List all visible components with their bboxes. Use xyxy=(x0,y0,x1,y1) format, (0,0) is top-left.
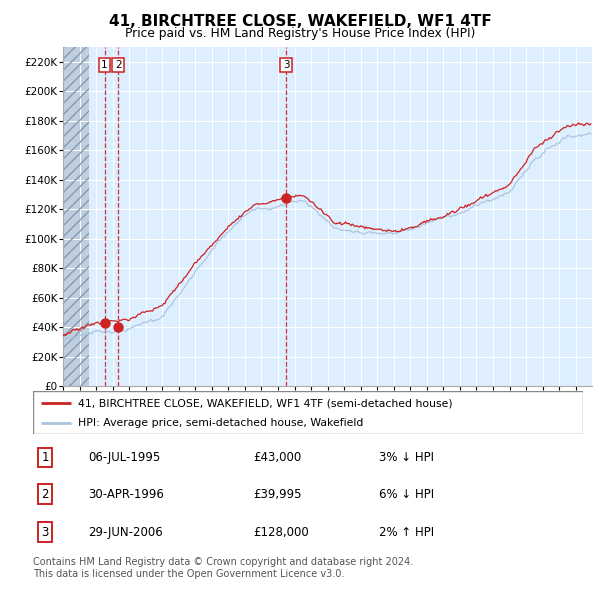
Text: Contains HM Land Registry data © Crown copyright and database right 2024.: Contains HM Land Registry data © Crown c… xyxy=(33,557,413,567)
Bar xyxy=(63,47,89,386)
Text: 6% ↓ HPI: 6% ↓ HPI xyxy=(379,487,434,501)
Text: 3: 3 xyxy=(41,526,49,539)
Bar xyxy=(63,47,89,386)
Text: 2: 2 xyxy=(41,487,49,501)
Text: HPI: Average price, semi-detached house, Wakefield: HPI: Average price, semi-detached house,… xyxy=(78,418,364,428)
Text: £43,000: £43,000 xyxy=(253,451,301,464)
Text: 29-JUN-2006: 29-JUN-2006 xyxy=(88,526,163,539)
Text: 2% ↑ HPI: 2% ↑ HPI xyxy=(379,526,434,539)
Text: 3: 3 xyxy=(283,60,289,70)
Text: £128,000: £128,000 xyxy=(253,526,308,539)
Text: 41, BIRCHTREE CLOSE, WAKEFIELD, WF1 4TF (semi-detached house): 41, BIRCHTREE CLOSE, WAKEFIELD, WF1 4TF … xyxy=(78,398,452,408)
Text: This data is licensed under the Open Government Licence v3.0.: This data is licensed under the Open Gov… xyxy=(33,569,344,579)
Text: 2: 2 xyxy=(115,60,121,70)
Text: 06-JUL-1995: 06-JUL-1995 xyxy=(88,451,160,464)
Text: 30-APR-1996: 30-APR-1996 xyxy=(88,487,164,501)
Text: 41, BIRCHTREE CLOSE, WAKEFIELD, WF1 4TF: 41, BIRCHTREE CLOSE, WAKEFIELD, WF1 4TF xyxy=(109,14,491,30)
Text: 3% ↓ HPI: 3% ↓ HPI xyxy=(379,451,434,464)
Text: 1: 1 xyxy=(41,451,49,464)
Text: Price paid vs. HM Land Registry's House Price Index (HPI): Price paid vs. HM Land Registry's House … xyxy=(125,27,475,40)
Text: £39,995: £39,995 xyxy=(253,487,301,501)
Text: 1: 1 xyxy=(101,60,108,70)
